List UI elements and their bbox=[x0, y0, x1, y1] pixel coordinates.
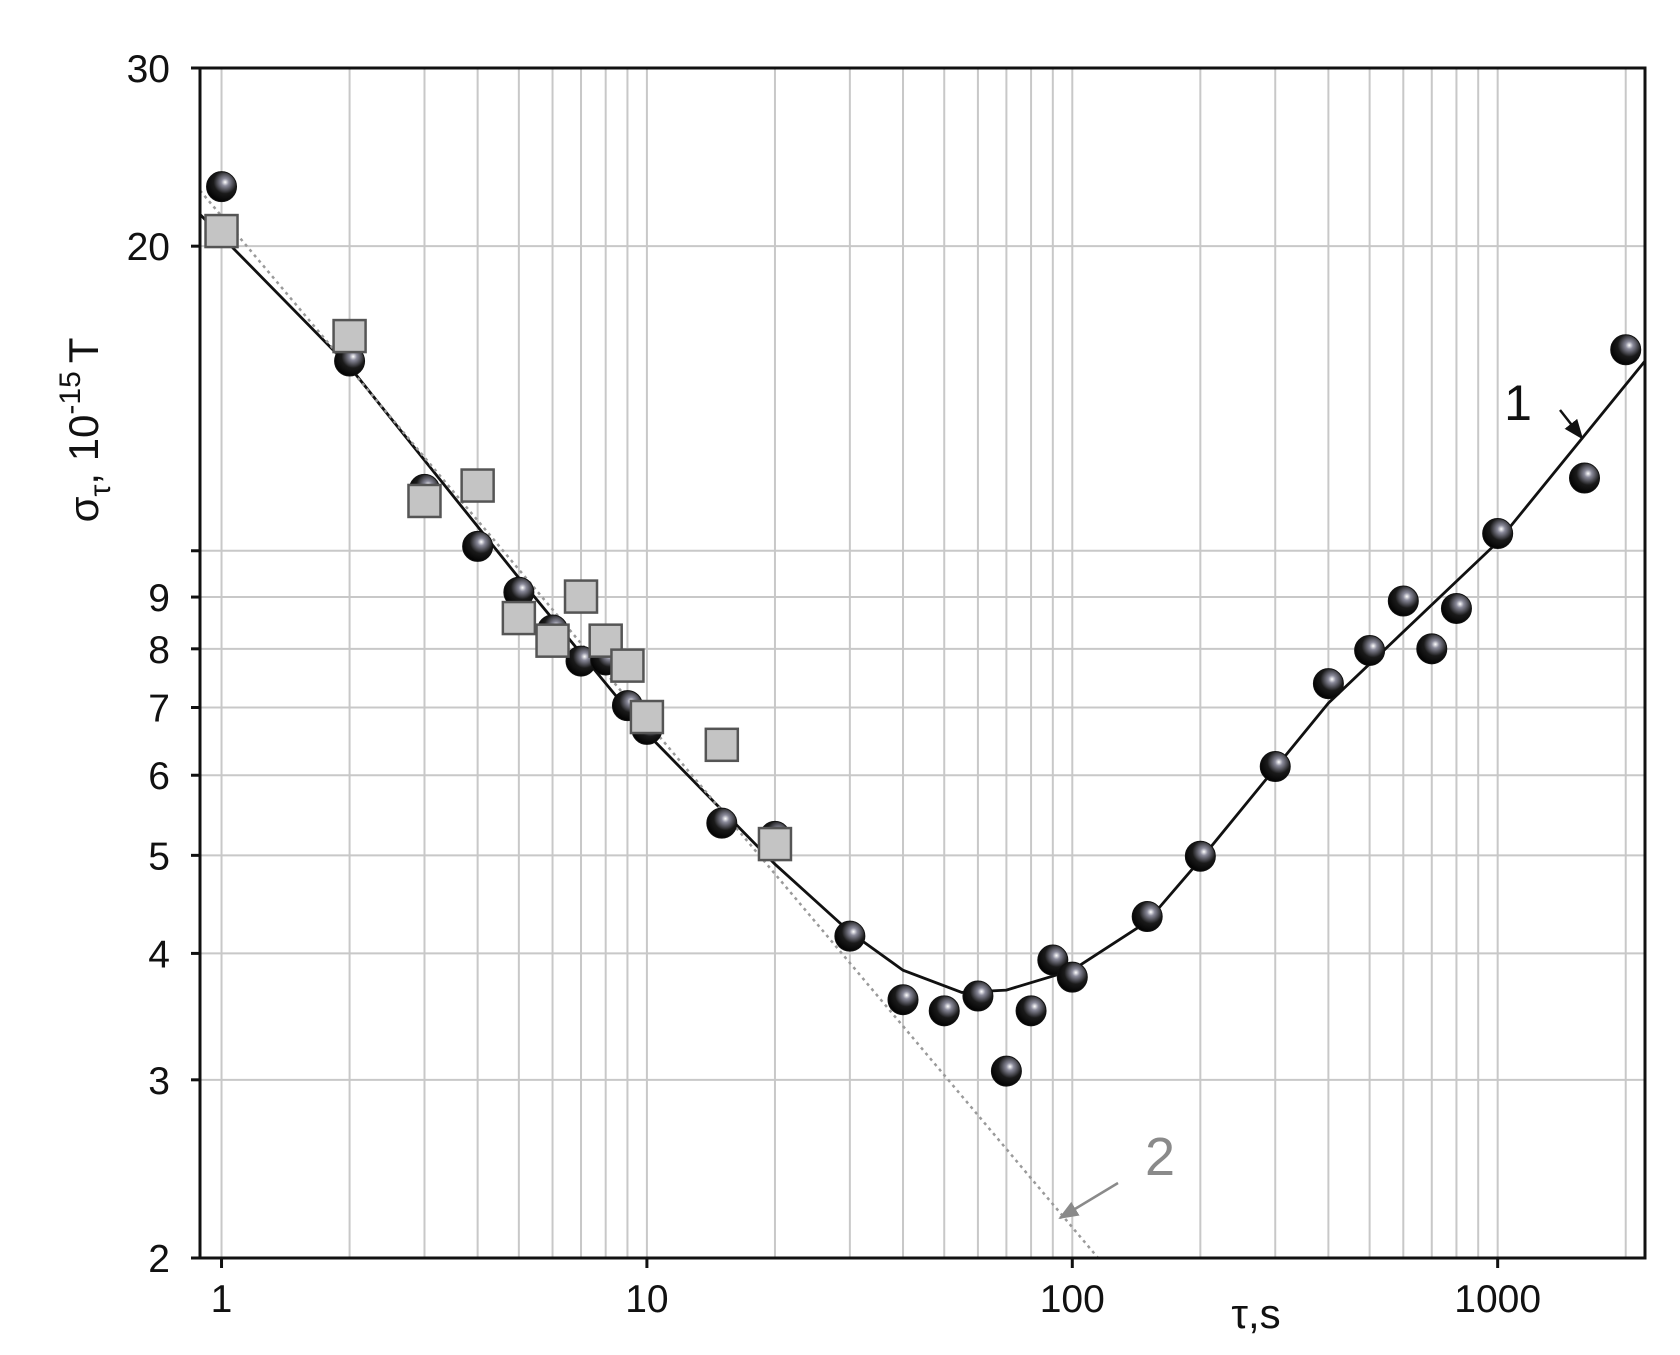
sphere-point bbox=[1416, 633, 1448, 665]
sphere-point bbox=[887, 984, 919, 1016]
x-axis-label: τ,s bbox=[1231, 1290, 1280, 1337]
sphere-point bbox=[1015, 995, 1047, 1027]
x-tick-label: 1 bbox=[211, 1278, 233, 1321]
y-tick-label: 6 bbox=[148, 755, 170, 798]
sphere-point bbox=[1568, 462, 1600, 494]
curve-annotation: 1 bbox=[1504, 375, 1532, 431]
sphere-point bbox=[1440, 592, 1472, 624]
sphere-point bbox=[1312, 668, 1344, 700]
y-tick-label: 20 bbox=[127, 226, 170, 269]
y-label-superscript: -15 bbox=[54, 371, 87, 414]
annotation-arrow bbox=[1559, 409, 1584, 440]
grid bbox=[200, 67, 1645, 1259]
sphere-point bbox=[962, 980, 994, 1012]
sphere-point bbox=[1482, 518, 1514, 550]
y-axis-label: στ, 10-15 T bbox=[54, 338, 117, 523]
sphere-point bbox=[834, 920, 866, 952]
y-tick-label: 2 bbox=[148, 1238, 170, 1281]
x-tick-label: 100 bbox=[1040, 1278, 1105, 1321]
square-point bbox=[535, 623, 570, 658]
square-point bbox=[460, 468, 495, 503]
y-label-unit: T bbox=[60, 338, 107, 364]
sphere-point bbox=[1131, 901, 1163, 933]
y-tick-label: 30 bbox=[127, 48, 170, 91]
sphere-point bbox=[990, 1055, 1022, 1087]
sphere-point bbox=[1056, 961, 1088, 993]
y-tick-label: 8 bbox=[148, 629, 170, 672]
y-tick-label: 9 bbox=[148, 577, 170, 620]
annotation-arrow bbox=[1058, 1181, 1119, 1220]
sphere-point bbox=[1184, 840, 1216, 872]
x-tick-label: 10 bbox=[625, 1278, 668, 1321]
curve-annotation: 2 bbox=[1145, 1127, 1175, 1187]
plot-frame bbox=[198, 66, 1647, 1260]
square-point bbox=[204, 213, 239, 249]
fit-line bbox=[199, 213, 1647, 994]
square-point bbox=[704, 727, 740, 763]
y-label-symbol: σ bbox=[60, 496, 107, 522]
square-point bbox=[610, 648, 645, 683]
marks bbox=[199, 171, 1647, 1259]
square-point bbox=[629, 699, 665, 735]
sphere-point bbox=[706, 807, 738, 839]
y-tick-label: 4 bbox=[148, 933, 170, 976]
sphere-point bbox=[928, 995, 960, 1027]
y-tick-label: 3 bbox=[148, 1060, 170, 1103]
y-tick-label: 5 bbox=[148, 835, 170, 878]
sphere-point bbox=[462, 530, 494, 562]
y-tick-label: 7 bbox=[148, 687, 170, 730]
y-label-text: , 10 bbox=[60, 415, 107, 485]
square-point bbox=[757, 826, 793, 862]
square-point bbox=[563, 579, 599, 614]
square-point bbox=[407, 483, 442, 519]
square-point bbox=[588, 623, 623, 658]
x-tick-label: 1000 bbox=[1454, 1278, 1541, 1321]
sphere-point bbox=[1354, 634, 1386, 666]
sphere-point bbox=[1259, 751, 1291, 783]
sphere-point bbox=[1387, 585, 1419, 617]
y-label-subscript: τ bbox=[84, 485, 117, 497]
square-point bbox=[332, 318, 367, 354]
square-point bbox=[501, 600, 537, 636]
sphere-point bbox=[206, 171, 238, 203]
sphere-point bbox=[1610, 334, 1642, 366]
